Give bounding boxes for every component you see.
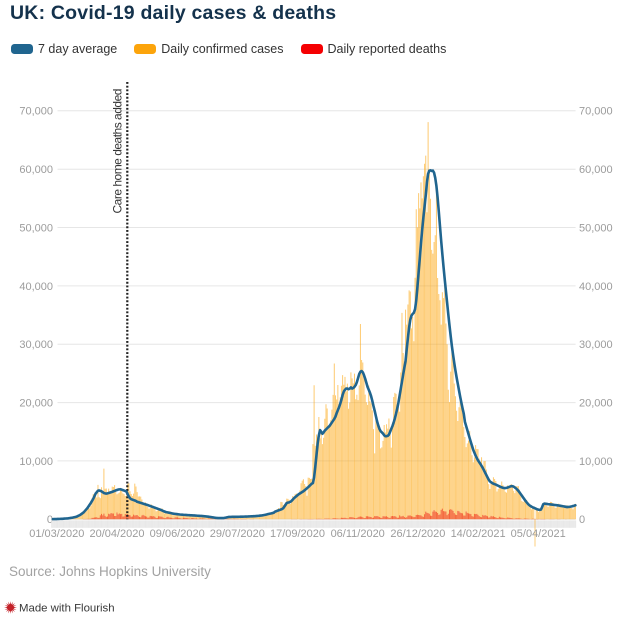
svg-text:40,000: 40,000 bbox=[19, 281, 53, 293]
svg-text:Care home deaths added: Care home deaths added bbox=[111, 89, 125, 213]
svg-text:30,000: 30,000 bbox=[579, 339, 613, 351]
svg-text:26/12/2020: 26/12/2020 bbox=[390, 528, 445, 540]
svg-text:70,000: 70,000 bbox=[19, 106, 53, 118]
svg-text:10,000: 10,000 bbox=[579, 456, 613, 468]
svg-text:0: 0 bbox=[47, 514, 53, 526]
svg-text:05/04/2021: 05/04/2021 bbox=[511, 528, 566, 540]
svg-text:30,000: 30,000 bbox=[19, 339, 53, 351]
svg-text:40,000: 40,000 bbox=[579, 281, 613, 293]
svg-text:20/04/2020: 20/04/2020 bbox=[89, 528, 144, 540]
svg-text:50,000: 50,000 bbox=[19, 222, 53, 234]
svg-text:20,000: 20,000 bbox=[579, 398, 613, 410]
svg-text:06/11/2020: 06/11/2020 bbox=[331, 528, 385, 540]
svg-text:60,000: 60,000 bbox=[579, 164, 613, 176]
svg-text:01/03/2020: 01/03/2020 bbox=[29, 528, 84, 540]
svg-text:10,000: 10,000 bbox=[19, 456, 53, 468]
svg-text:70,000: 70,000 bbox=[579, 106, 613, 118]
svg-text:60,000: 60,000 bbox=[19, 164, 53, 176]
svg-text:14/02/2021: 14/02/2021 bbox=[451, 528, 506, 540]
svg-text:0: 0 bbox=[579, 514, 585, 526]
svg-text:50,000: 50,000 bbox=[579, 222, 613, 234]
svg-text:29/07/2020: 29/07/2020 bbox=[210, 528, 265, 540]
svg-text:20,000: 20,000 bbox=[19, 398, 53, 410]
svg-text:17/09/2020: 17/09/2020 bbox=[270, 528, 325, 540]
svg-text:09/06/2020: 09/06/2020 bbox=[150, 528, 205, 540]
